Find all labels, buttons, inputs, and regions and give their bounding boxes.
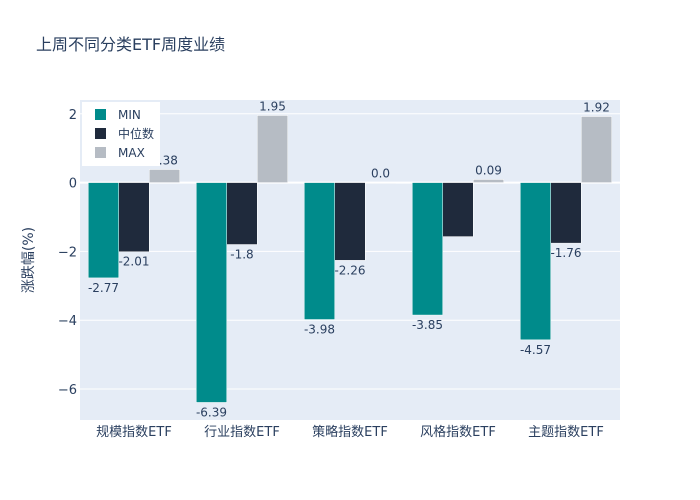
bar-value-label: -3.85 [412,318,443,332]
bar-value-label: 1.95 [259,99,286,113]
legend-swatch [95,109,106,120]
bar-value-label: 1.92 [583,101,610,115]
bar-MAX[interactable] [149,169,180,183]
y-tick-label: −4 [58,314,77,329]
bar-MIN[interactable] [88,182,119,279]
legend-item-MIN[interactable]: MIN [118,108,141,122]
bar-MAX[interactable] [473,179,504,183]
bar-MIN[interactable] [304,182,335,320]
bar-中位数[interactable] [550,182,582,244]
bar-MAX[interactable] [365,182,396,184]
y-tick-label: −2 [58,245,77,260]
bar-中位数[interactable] [118,182,150,252]
x-tick-label: 主题指数ETF [528,425,604,440]
bar-MAX[interactable] [257,115,288,183]
x-tick-labels: 规模指数ETF 行业指数ETF 策略指数ETF 风格指数ETF 主题指数ETF [96,424,604,440]
bar-value-label: -2.26 [334,263,365,277]
x-tick-label: 规模指数ETF [96,425,172,440]
y-tick-labels: 2 0 −2 −4 −6 [58,108,77,398]
bar-value-label: -1.76 [550,246,581,260]
y-tick-label: 2 [69,108,77,123]
bar-value-label: -1.8 [230,248,253,262]
bar-value-label: 0.0 [371,167,390,181]
legend-item-中位数[interactable]: 中位数 [118,126,154,141]
bar-value-label: -4.57 [520,343,551,357]
bar-MIN[interactable] [520,182,551,341]
y-tick-label: −6 [58,383,77,398]
legend-item-MAX[interactable]: MAX [118,146,145,160]
bar-value-label: -3.98 [304,323,335,337]
chart-title: 上周不同分类ETF周度业绩 [36,35,225,54]
bar-中位数[interactable] [442,182,474,237]
bar-value-label: 0.09 [475,163,502,177]
x-tick-label: 行业指数ETF [204,425,280,440]
bar-MIN[interactable] [412,182,443,316]
x-tick-label: 策略指数ETF [312,424,388,440]
y-tick-label: 0 [69,177,77,192]
bar-MIN[interactable] [196,182,227,403]
bar-MAX[interactable] [581,116,612,183]
bar-value-label: -6.39 [196,405,227,419]
y-axis-title: 涨跌幅(%) [21,227,37,293]
bars [88,115,612,403]
bar-中位数[interactable] [226,182,258,245]
legend-swatch [95,128,106,139]
bar-value-label: -2.77 [88,281,119,295]
legend[interactable]: MIN 中位数 MAX [82,102,160,166]
bar-value-label: -2.01 [118,255,149,269]
bar-中位数[interactable] [334,182,366,261]
legend-swatch [95,147,106,158]
x-tick-label: 风格指数ETF [420,424,496,440]
